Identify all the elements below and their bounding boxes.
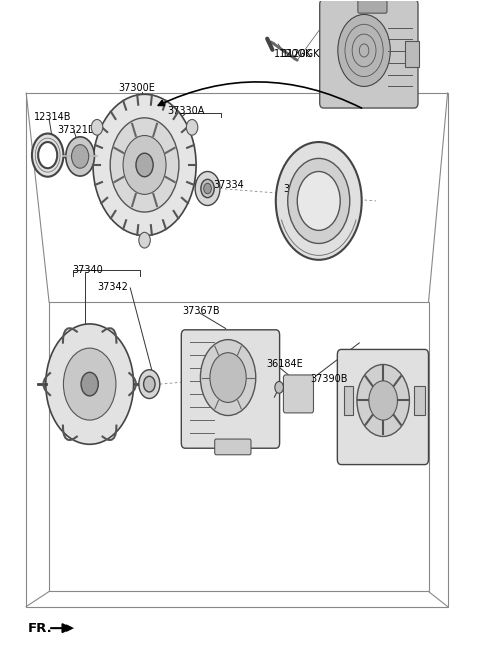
FancyArrowPatch shape (51, 624, 70, 632)
Circle shape (123, 135, 166, 194)
Circle shape (91, 120, 103, 135)
Circle shape (66, 137, 95, 176)
Circle shape (63, 348, 116, 420)
Text: 37340: 37340 (72, 265, 103, 275)
Text: 1120GK: 1120GK (282, 49, 321, 58)
Text: 12314B: 12314B (34, 112, 72, 122)
Circle shape (38, 142, 57, 168)
Circle shape (275, 382, 283, 394)
Circle shape (204, 183, 211, 194)
FancyBboxPatch shape (344, 386, 353, 415)
Text: 37330A: 37330A (168, 106, 205, 116)
Text: 37350B: 37350B (283, 184, 321, 194)
Circle shape (72, 145, 89, 168)
FancyBboxPatch shape (283, 375, 313, 413)
Circle shape (201, 179, 214, 198)
Circle shape (139, 370, 160, 399)
FancyBboxPatch shape (337, 350, 429, 464)
Text: FR.: FR. (28, 622, 52, 635)
Text: 37390B: 37390B (311, 374, 348, 384)
FancyBboxPatch shape (181, 330, 280, 448)
Text: 37367B: 37367B (183, 306, 220, 316)
FancyBboxPatch shape (405, 41, 419, 67)
Circle shape (288, 158, 350, 244)
Circle shape (81, 373, 98, 396)
Circle shape (369, 381, 397, 420)
Circle shape (144, 376, 155, 392)
Text: 37342: 37342 (97, 283, 128, 292)
Circle shape (46, 324, 133, 444)
FancyBboxPatch shape (414, 386, 425, 415)
FancyBboxPatch shape (358, 0, 387, 13)
Text: 37321D: 37321D (57, 125, 96, 135)
Circle shape (110, 118, 179, 212)
Circle shape (186, 120, 198, 135)
Circle shape (338, 14, 390, 87)
Circle shape (210, 353, 246, 403)
Text: 37300E: 37300E (118, 83, 155, 93)
FancyBboxPatch shape (320, 0, 418, 108)
Circle shape (93, 95, 196, 236)
Circle shape (297, 171, 340, 231)
Circle shape (276, 142, 362, 260)
Circle shape (32, 133, 63, 177)
Text: 1120GK: 1120GK (275, 49, 313, 58)
Text: 37334: 37334 (214, 179, 244, 190)
Circle shape (200, 340, 256, 415)
Circle shape (357, 365, 409, 436)
Circle shape (139, 233, 150, 248)
FancyBboxPatch shape (215, 439, 251, 455)
Circle shape (195, 171, 220, 206)
Text: 36184E: 36184E (266, 359, 303, 369)
Circle shape (136, 153, 153, 177)
